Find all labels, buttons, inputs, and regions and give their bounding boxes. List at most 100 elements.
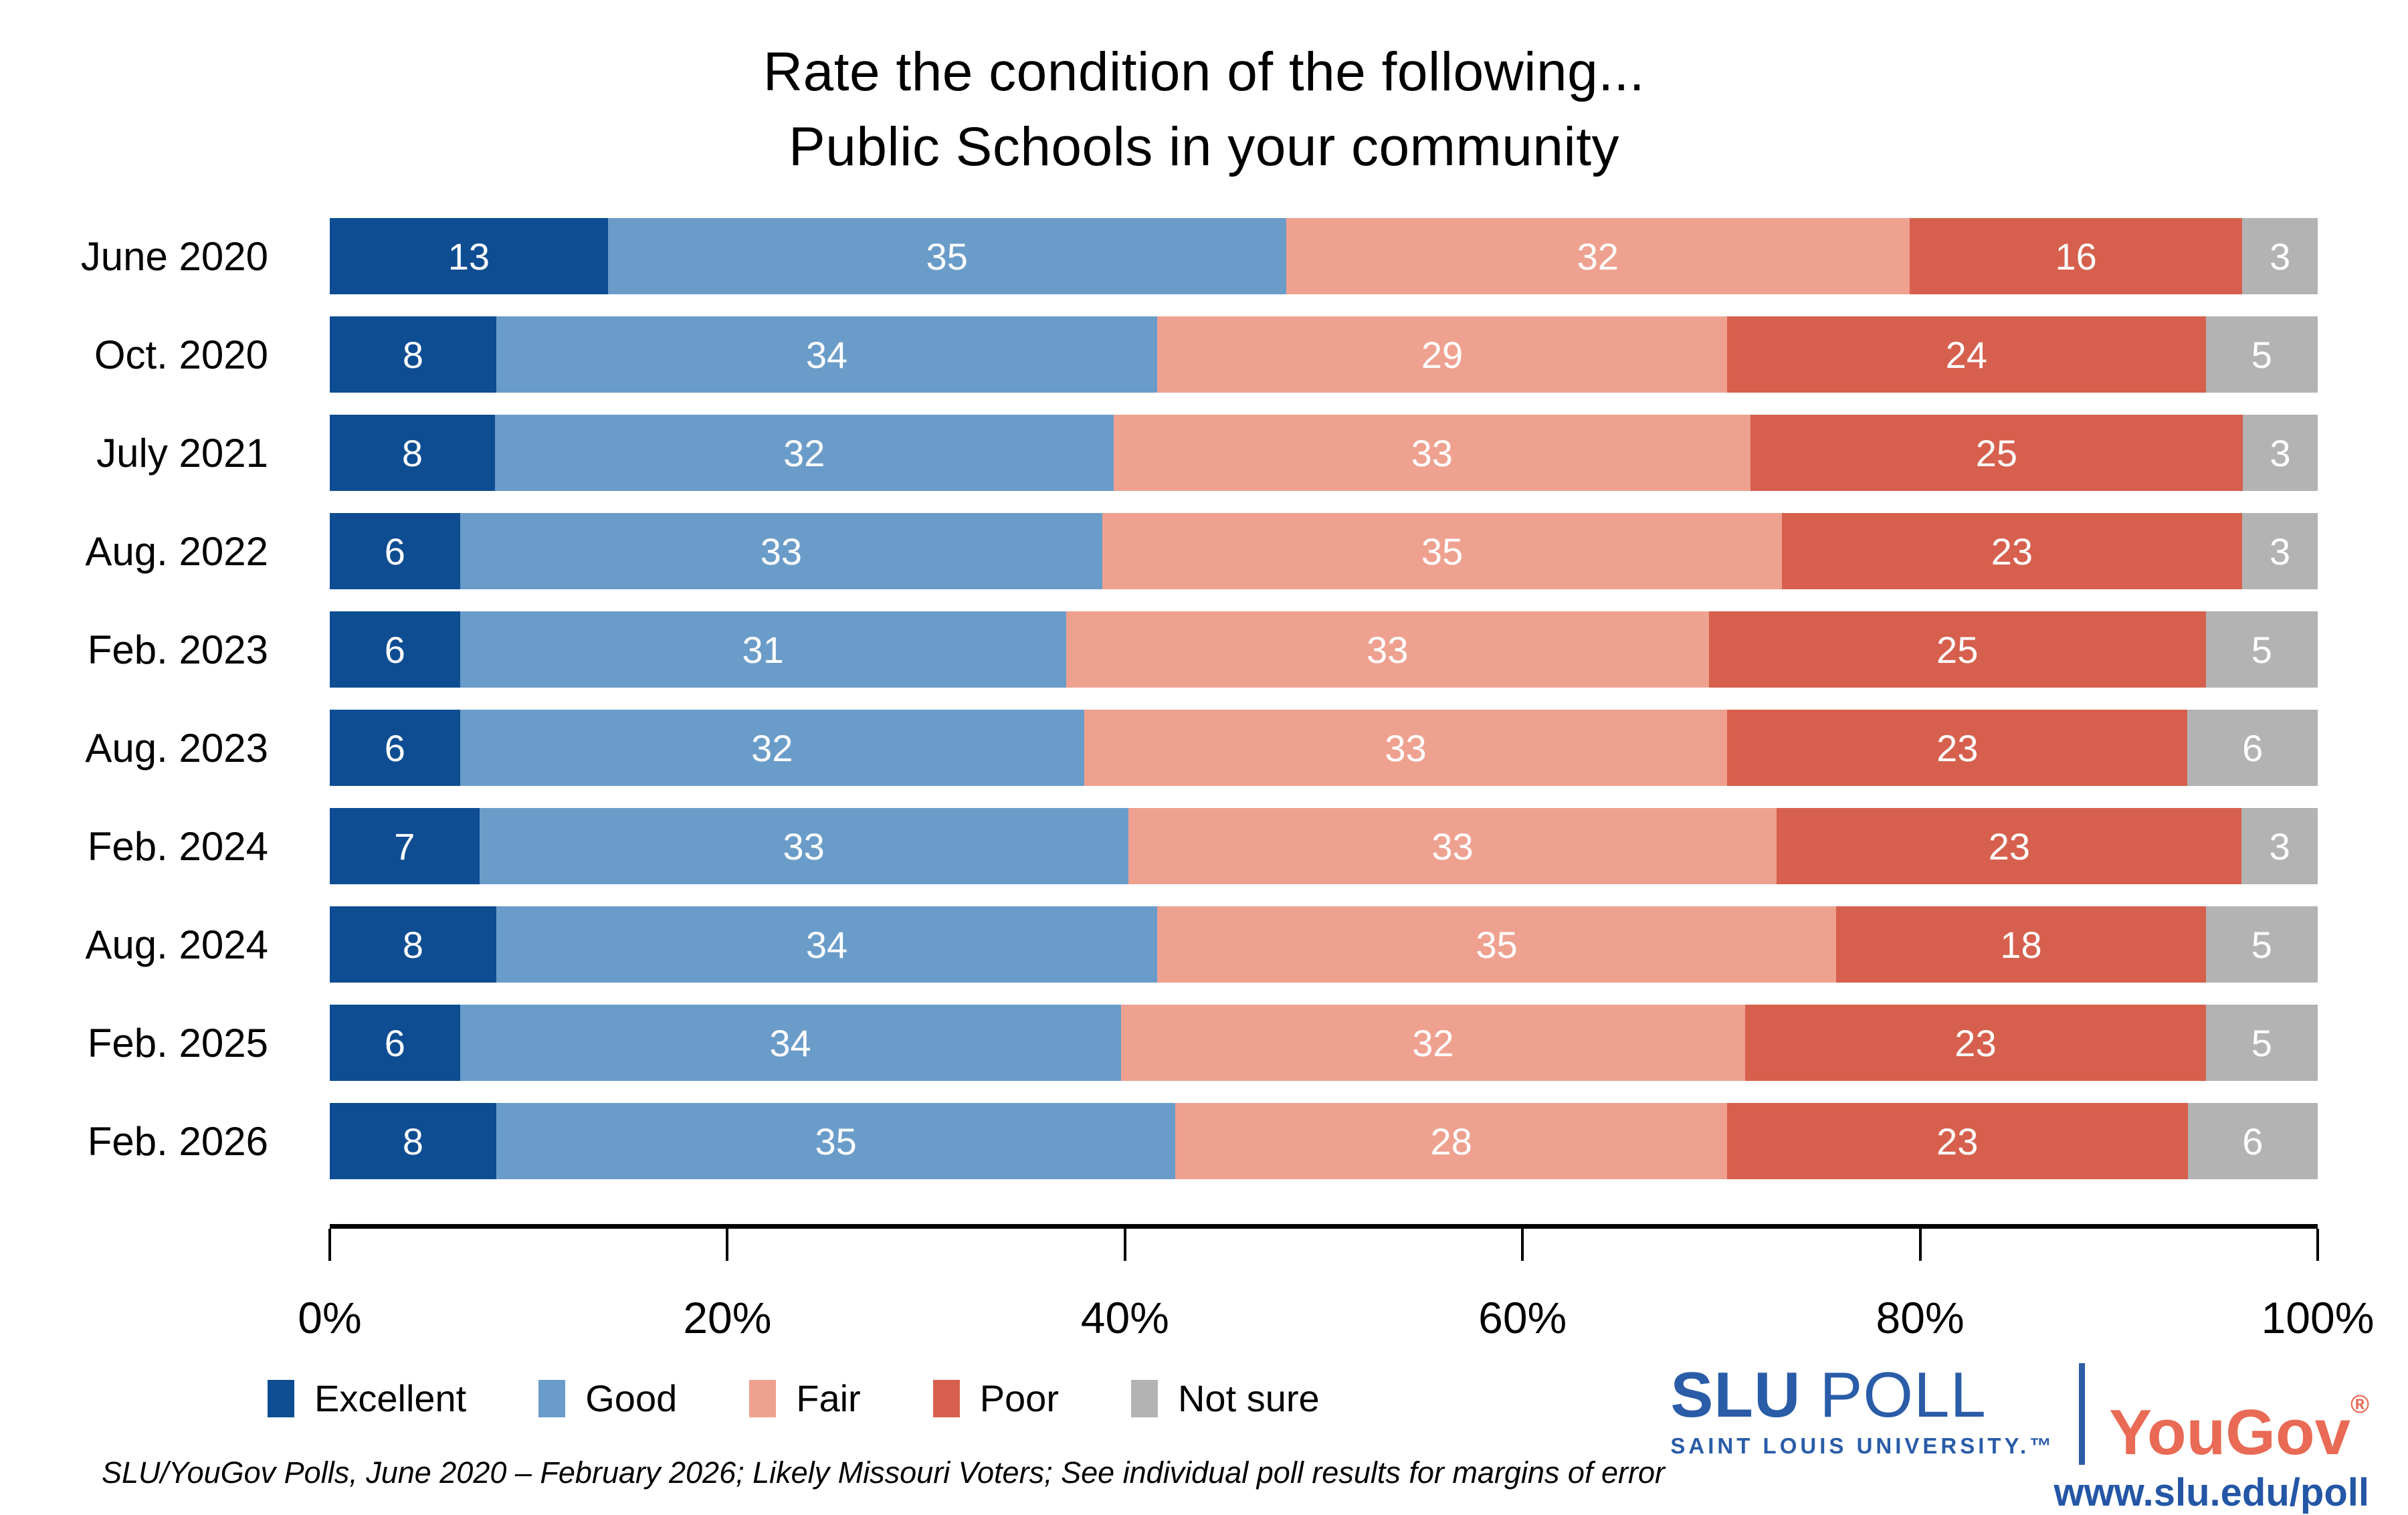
segment-value: 6 — [2242, 726, 2264, 769]
segment-value: 13 — [447, 235, 490, 278]
segment-value: 33 — [1385, 726, 1427, 769]
legend-swatch-poor — [932, 1379, 960, 1417]
axis-tick — [1123, 1229, 1126, 1261]
segment-value: 8 — [402, 333, 424, 376]
slu-poll-wordmark: SLU POLL — [1670, 1363, 2055, 1427]
segment-fair: 28 — [1175, 1103, 1727, 1179]
segment-not-sure: 5 — [2205, 316, 2318, 393]
segment-value: 35 — [1421, 530, 1464, 573]
segment-poor: 16 — [1909, 218, 2243, 294]
legend-item-fair: Fair — [749, 1377, 861, 1420]
segment-value: 23 — [1936, 1120, 1979, 1163]
segment-value: 3 — [2269, 825, 2290, 868]
segment-value: 5 — [2251, 923, 2272, 966]
chart-title-line1: Rate the condition of the following... — [763, 41, 1645, 102]
axis-tick — [328, 1229, 331, 1261]
segment-not-sure: 3 — [2242, 415, 2318, 491]
bar-row: July 2021 8 32 33 25 3 — [0, 415, 2408, 491]
registered-mark-icon: ® — [2350, 1391, 2369, 1419]
segment-value: 33 — [783, 825, 825, 868]
segment-value: 8 — [401, 431, 423, 474]
bar-row: June 2020 13 35 32 16 3 — [0, 218, 2408, 294]
axis-tick-label: 80% — [1876, 1293, 1965, 1342]
segment-value: 34 — [805, 333, 848, 376]
stacked-bar: 6 34 32 23 5 — [330, 1005, 2318, 1081]
segment-value: 3 — [2270, 235, 2291, 278]
segment-excellent: 6 — [330, 513, 460, 589]
segment-value: 5 — [2251, 1021, 2272, 1064]
segment-not-sure: 5 — [2205, 906, 2318, 983]
source-note: SLU/YouGov Polls, June 2020 – February 2… — [102, 1455, 1665, 1490]
segment-value: 16 — [2055, 235, 2097, 278]
segment-fair: 33 — [1084, 710, 1727, 786]
segment-value: 33 — [760, 530, 803, 573]
logo-divider — [2079, 1363, 2086, 1465]
axis-tick — [1918, 1229, 1922, 1261]
chart-title: Rate the condition of the following... P… — [0, 35, 2408, 185]
bar-row: Oct. 2020 8 34 29 24 5 — [0, 316, 2408, 393]
segment-excellent: 8 — [330, 906, 496, 983]
segment-value: 25 — [1936, 628, 1979, 671]
segment-good: 34 — [496, 316, 1158, 393]
stacked-bar: 8 34 35 18 5 — [330, 906, 2318, 983]
segment-value: 6 — [384, 1021, 405, 1064]
segment-good: 31 — [460, 611, 1066, 688]
segment-poor: 23 — [1745, 1005, 2206, 1081]
stacked-bar: 8 34 29 24 5 — [330, 316, 2318, 393]
axis-tick-label: 20% — [683, 1293, 772, 1342]
segment-value: 23 — [1954, 1021, 1997, 1064]
bar-row: Feb. 2024 7 33 33 23 3 — [0, 808, 2408, 884]
segment-value: 31 — [742, 628, 784, 671]
segment-excellent: 8 — [330, 415, 495, 491]
segment-value: 5 — [2251, 333, 2272, 376]
axis-tick-label: 60% — [1478, 1293, 1567, 1342]
segment-excellent: 6 — [330, 710, 460, 786]
segment-fair: 32 — [1286, 218, 1910, 294]
legend-swatch-excellent — [268, 1379, 294, 1417]
branding-block: SLU POLL SAINT LOUIS UNIVERSITY.™ YouGov®… — [1670, 1363, 2369, 1515]
segment-fair: 35 — [1102, 513, 1782, 589]
stacked-bar: 7 33 33 23 3 — [330, 808, 2318, 884]
segment-value: 32 — [783, 431, 825, 474]
bar-row: Feb. 2023 6 31 33 25 5 — [0, 611, 2408, 688]
bar-row: Aug. 2024 8 34 35 18 5 — [0, 906, 2408, 983]
segment-fair: 32 — [1120, 1005, 1746, 1081]
axis-tick-label: 40% — [1080, 1293, 1169, 1342]
segment-excellent: 7 — [330, 808, 480, 884]
segment-not-sure: 3 — [2241, 808, 2318, 884]
segment-value: 35 — [926, 235, 968, 278]
segment-value: 6 — [2242, 1120, 2264, 1163]
segment-not-sure: 5 — [2205, 1005, 2318, 1081]
segment-value: 6 — [384, 628, 405, 671]
segment-fair: 33 — [1066, 611, 1709, 688]
logo-row: SLU POLL SAINT LOUIS UNIVERSITY.™ YouGov® — [1670, 1363, 2369, 1465]
bar-row: Aug. 2022 6 33 35 23 3 — [0, 513, 2408, 589]
segment-value: 6 — [384, 726, 405, 769]
segment-value: 3 — [2270, 530, 2291, 573]
segment-value: 32 — [1577, 235, 1619, 278]
legend-label: Poor — [979, 1377, 1059, 1419]
segment-excellent: 8 — [330, 1103, 496, 1179]
stacked-bar: 6 31 33 25 5 — [330, 611, 2318, 688]
segment-value: 6 — [384, 530, 405, 573]
category-label: Feb. 2023 — [87, 627, 268, 672]
segment-value: 8 — [402, 1120, 424, 1163]
chart-title-line2: Public Schools in your community — [789, 116, 1619, 177]
slu-poll-logo: SLU POLL SAINT LOUIS UNIVERSITY.™ — [1670, 1363, 2055, 1465]
segment-value: 32 — [1412, 1021, 1454, 1064]
poll-url: www.slu.edu/poll — [2053, 1471, 2369, 1514]
yougov-logo: YouGov® — [2109, 1363, 2369, 1465]
segment-good: 35 — [607, 218, 1286, 294]
legend-label: Not sure — [1177, 1377, 1320, 1419]
segment-good: 35 — [496, 1103, 1176, 1179]
segment-value: 33 — [1411, 431, 1453, 474]
segment-value: 7 — [394, 825, 415, 868]
segment-poor: 25 — [1750, 415, 2243, 491]
x-axis: 0% 20% 40% 60% 80% 100% — [298, 1224, 2374, 1342]
segment-value: 35 — [815, 1120, 857, 1163]
axis-tick-label: 0% — [298, 1293, 362, 1342]
segment-excellent: 6 — [330, 611, 460, 688]
segment-value: 28 — [1430, 1120, 1472, 1163]
segment-good: 32 — [460, 710, 1085, 786]
